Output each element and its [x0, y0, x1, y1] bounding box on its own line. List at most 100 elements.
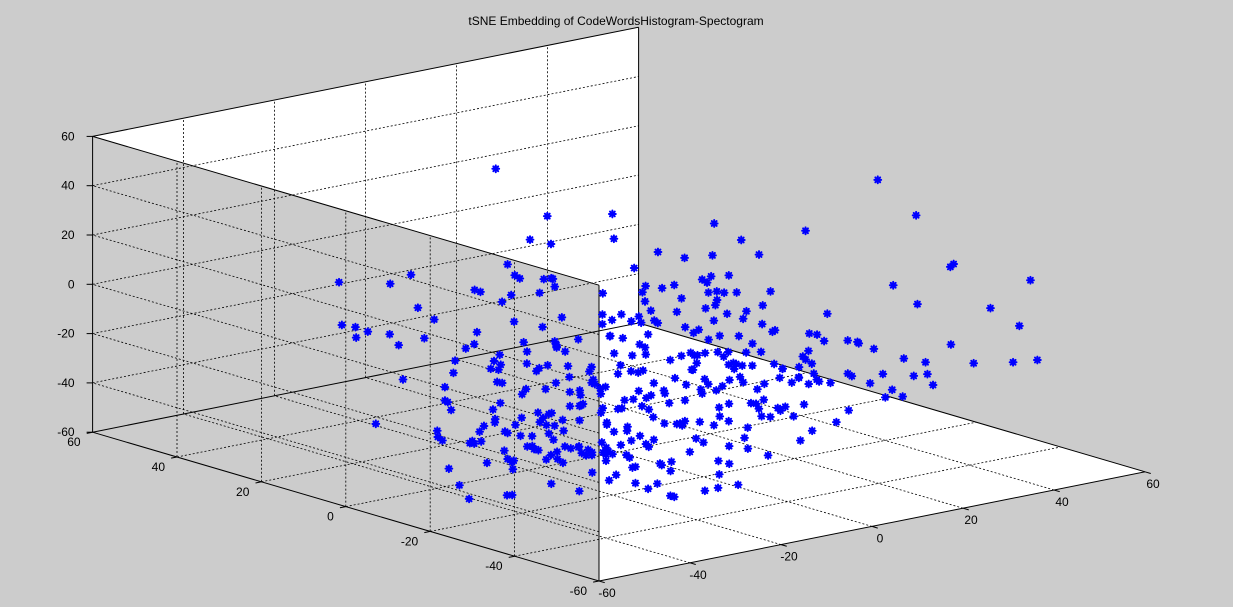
data-point [587, 378, 597, 388]
data-point [928, 380, 938, 390]
data-point [778, 364, 787, 374]
data-point [515, 274, 525, 283]
data-point [680, 322, 690, 332]
data-point [794, 362, 804, 372]
data-point [648, 412, 658, 422]
data-point [724, 416, 734, 426]
data-point [598, 288, 608, 298]
data-point [738, 377, 748, 387]
data-point [638, 366, 648, 375]
data-point [607, 315, 617, 325]
data-point [613, 404, 623, 414]
data-point [921, 357, 930, 367]
data-point [631, 478, 640, 488]
data-point [538, 322, 547, 332]
data-point [491, 164, 501, 174]
data-point [665, 355, 675, 365]
data-point [652, 479, 662, 489]
y-tick-label: 60 [67, 435, 81, 449]
grid-line-z-back [92, 174, 639, 285]
data-point [539, 274, 549, 284]
data-point [685, 447, 695, 457]
data-point [550, 421, 559, 431]
data-point [854, 338, 864, 348]
data-point [623, 422, 632, 432]
data-point [633, 368, 643, 377]
y-tick-label: -40 [485, 559, 503, 573]
data-point [469, 339, 479, 349]
data-point [695, 417, 705, 427]
box-edge [92, 26, 639, 137]
data-point [575, 415, 585, 425]
data-point [669, 280, 679, 290]
data-point [543, 360, 553, 370]
data-point [558, 458, 568, 468]
data-point [646, 306, 656, 316]
data-point [740, 433, 749, 443]
data-point [649, 316, 659, 325]
data-point [576, 390, 585, 400]
z-tick-label: 60 [61, 129, 75, 143]
data-point [731, 359, 741, 369]
data-point [413, 303, 423, 313]
data-point [709, 420, 719, 430]
data-point [696, 385, 706, 394]
data-point [455, 480, 464, 490]
data-point [590, 379, 600, 389]
data-point [587, 362, 596, 372]
data-point [550, 336, 560, 346]
data-point [713, 483, 723, 493]
data-point [616, 360, 625, 370]
data-point [535, 288, 545, 298]
data-point [482, 458, 492, 468]
x-tick [1053, 489, 1060, 493]
data-point [714, 456, 723, 466]
data-point [844, 405, 854, 415]
data-point [709, 316, 719, 325]
data-point [843, 369, 853, 378]
grid-line-z-back [92, 224, 639, 334]
data-point [440, 382, 450, 392]
data-point [616, 440, 626, 450]
data-point [700, 348, 710, 358]
data-point [598, 448, 608, 457]
data-point [601, 456, 611, 466]
tick-marks [86, 135, 1151, 584]
data-point [499, 446, 509, 456]
data-point [699, 438, 708, 447]
data-point [541, 455, 551, 464]
grid-line-z-back [92, 76, 639, 187]
data-point [869, 344, 879, 354]
data-point [475, 427, 484, 437]
data-point [789, 411, 799, 421]
data-point [686, 348, 696, 358]
data-point [688, 365, 698, 375]
data-point [429, 315, 439, 324]
data-point [546, 239, 556, 249]
grid-line-z-back [92, 125, 639, 236]
data-point [655, 459, 665, 468]
data-point [394, 340, 404, 350]
data-point [759, 379, 769, 389]
x-tick-label: 60 [1146, 477, 1160, 491]
data-point [576, 400, 586, 410]
data-point [737, 361, 747, 371]
data-point [640, 297, 650, 306]
data-point [440, 396, 450, 405]
data-point [620, 395, 629, 405]
data-point [733, 480, 743, 490]
data-point [557, 312, 567, 322]
data-point [738, 314, 748, 324]
data-point [736, 235, 746, 245]
data-point [597, 319, 607, 329]
data-point [609, 234, 619, 244]
data-point [660, 389, 670, 398]
data-point [748, 339, 757, 348]
data-point [693, 350, 702, 360]
data-point [597, 437, 607, 447]
data-point [822, 309, 832, 319]
data-point [563, 361, 573, 371]
data-point [949, 259, 959, 269]
data-point [450, 356, 460, 366]
data-point [508, 464, 518, 474]
